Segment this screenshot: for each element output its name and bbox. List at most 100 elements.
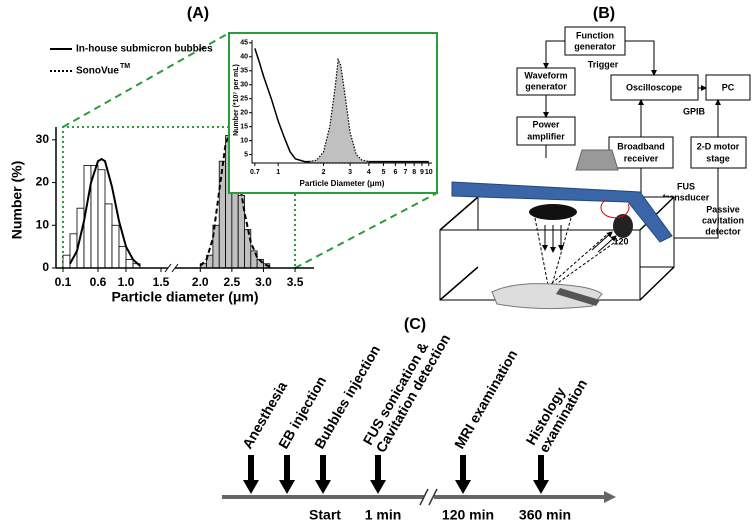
- panel-label: (B): [593, 5, 615, 22]
- angle-arc: [600, 199, 630, 219]
- x-tick-label: 3.5: [287, 275, 304, 289]
- y-tick-label: 10: [36, 217, 50, 231]
- box-label: amplifier: [527, 131, 565, 141]
- legend-superscript: TM: [120, 63, 130, 70]
- inset-y-tick-label: 5: [244, 151, 248, 158]
- part-label: cavitation: [702, 215, 744, 225]
- box: [564, 26, 626, 56]
- step-arrow-head: [315, 480, 331, 494]
- inset-x-tick-label: 6: [393, 169, 397, 176]
- setup-diagram: Function generator Waveform generator Os…: [439, 26, 751, 310]
- inset-x-tick-label: 0.7: [250, 169, 260, 176]
- step-arrow-shaft: [375, 455, 381, 481]
- histogram-bar: [212, 224, 220, 269]
- step-arrow-head: [279, 480, 295, 494]
- step-arrow-shaft: [538, 455, 544, 481]
- inset-y-tick-label: 25: [240, 96, 248, 103]
- x-tick-label: 3.0: [255, 275, 272, 289]
- box-label: generator: [574, 41, 616, 51]
- part-label: FUS: [677, 181, 695, 191]
- time-label: 360 min: [519, 507, 571, 523]
- panel-label: (C): [404, 316, 426, 333]
- box: [705, 74, 751, 101]
- connector: [672, 168, 719, 239]
- fit-curve: [69, 157, 141, 267]
- wire-label: GPIB: [683, 106, 706, 116]
- inset-x-tick-label: 9: [420, 169, 424, 176]
- inset-x-tick-label: 10: [425, 169, 433, 176]
- x-tick-label: 1.0: [118, 275, 135, 289]
- x-tick-label: 0.6: [90, 275, 107, 289]
- part-label: detector: [705, 226, 741, 236]
- box-label: stage: [706, 153, 730, 163]
- histogram-bar: [244, 229, 252, 269]
- y-tick-label: 0: [42, 260, 49, 274]
- wire-label: Trigger: [588, 59, 619, 69]
- holder-bar: [451, 181, 673, 243]
- x-tick-label: 2.5: [224, 275, 241, 289]
- box-label: Power: [532, 119, 560, 129]
- detector: [613, 214, 633, 238]
- inset-x-axis-label: Particle Diameter (μm): [300, 179, 385, 188]
- y-axis-label: Number (%): [9, 161, 25, 240]
- y-tick-label: 20: [36, 175, 50, 189]
- inset-x-tick-label: 4: [367, 169, 371, 176]
- time-label: Start: [309, 507, 341, 523]
- step-arrow-shaft: [248, 455, 254, 481]
- histogram-bar: [62, 254, 71, 269]
- part-label: transducer: [663, 192, 710, 202]
- box-label: Function: [576, 30, 614, 40]
- mouse: [491, 283, 603, 310]
- step-arrow-shaft: [460, 455, 466, 481]
- inset-x-tick-label: 5: [382, 169, 386, 176]
- box-label: PC: [722, 82, 735, 92]
- focus-lens: [529, 204, 577, 220]
- x-tick-label: 2.0: [192, 275, 209, 289]
- inset-y-tick-label: 20: [240, 110, 248, 117]
- x-tick-label: 1.5: [153, 275, 170, 289]
- histogram-bar: [104, 203, 113, 269]
- angle-label: 120: [613, 236, 628, 246]
- box: [516, 67, 576, 96]
- axis-break: [171, 263, 179, 273]
- time-label: 120 min: [442, 507, 494, 523]
- inset-x-tick-label: 7: [404, 169, 408, 176]
- transducer: [575, 149, 619, 171]
- inset-x-tick-label: 1: [276, 169, 280, 176]
- inset-y-tick-label: 30: [240, 82, 248, 89]
- step-arrow-head: [370, 480, 386, 494]
- zoom-line: [294, 192, 438, 269]
- box-label: Broadband: [617, 141, 665, 151]
- axis-break: [164, 263, 172, 273]
- panel-label: (A): [187, 5, 209, 22]
- connector: [625, 40, 657, 76]
- step-arrow-head: [455, 480, 471, 494]
- connector: [543, 40, 565, 69]
- inset-y-tick-label: 45: [240, 40, 248, 47]
- y-tick-label: 30: [36, 132, 50, 146]
- part-label: Passive: [706, 204, 740, 214]
- histogram-bar: [97, 169, 106, 269]
- connector: [640, 168, 660, 201]
- legend-label: SonoVue: [76, 66, 119, 77]
- inset-x-tick-label: 3: [348, 169, 352, 176]
- mouse-holder: [556, 288, 600, 306]
- box-label: generator: [525, 81, 567, 91]
- histogram-bar: [111, 224, 120, 269]
- step-arrow-head: [243, 480, 259, 494]
- x-tick-label: 0.1: [55, 275, 72, 289]
- histogram-bar: [118, 246, 127, 269]
- legend-label: In-house submicron bubbles: [76, 44, 213, 55]
- inset-y-tick-label: 15: [240, 124, 248, 131]
- inset-axes: [251, 40, 432, 164]
- focus-lines: [534, 217, 619, 288]
- box-label: Waveform: [524, 70, 567, 80]
- step-arrow-shaft: [320, 455, 326, 481]
- inset-y-tick-label: 35: [240, 68, 248, 75]
- step-label: MRI examination: [451, 347, 520, 451]
- inset-x-tick-label: 2: [322, 169, 326, 176]
- inset-y-axis-label: Number (*10⁷ per mL): [233, 64, 240, 136]
- inset-y-tick-label: 10: [240, 137, 248, 144]
